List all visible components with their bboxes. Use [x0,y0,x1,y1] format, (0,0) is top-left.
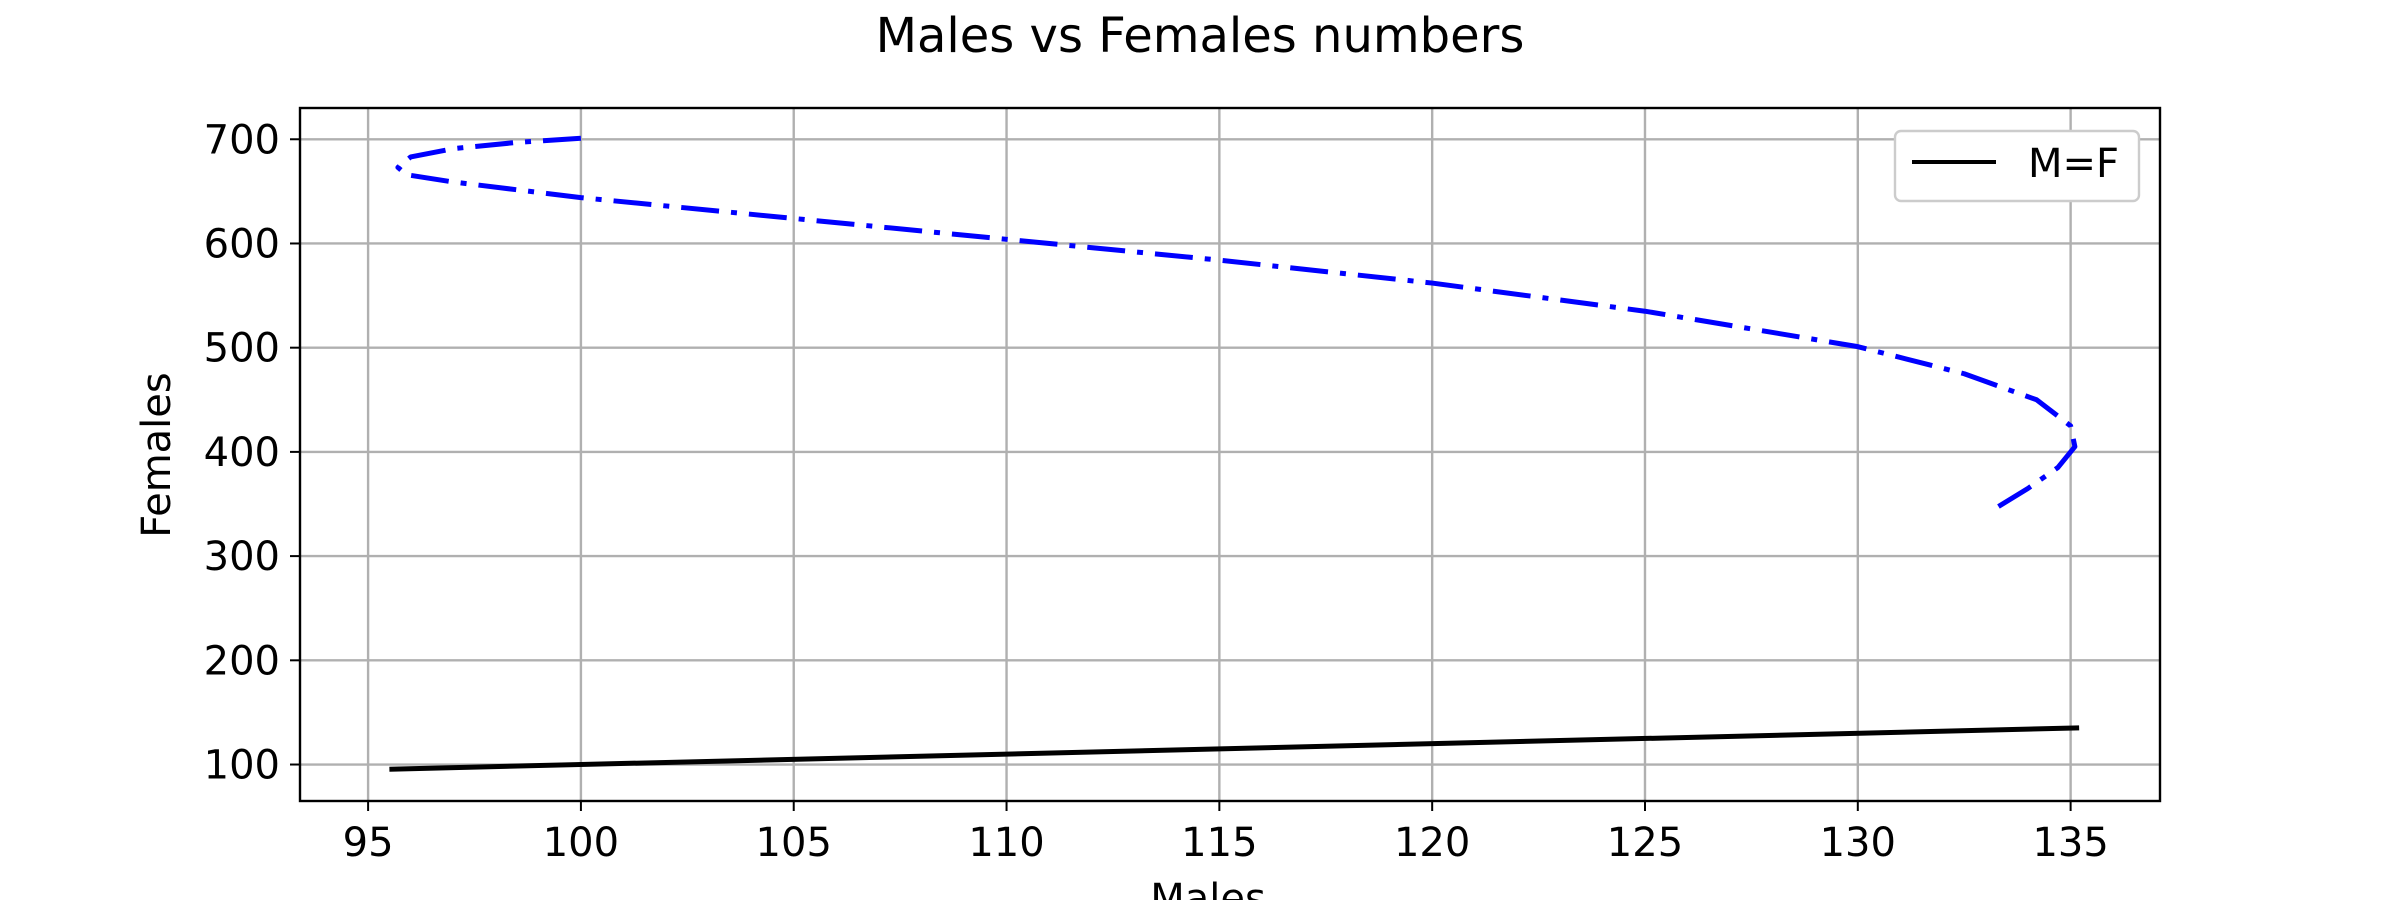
x-tick-label: 125 [1607,820,1683,866]
y-tick-label: 700 [204,117,280,163]
ticks: 95 100 105 110 115 120 125 130 135 100 200 300 400 50… [204,117,2109,866]
x-axis-title: Males [1150,876,1266,900]
x-tick-label: 100 [543,820,619,866]
x-tick-label: 130 [1820,820,1896,866]
y-tick-label: 400 [204,430,280,476]
y-tick-label: 500 [204,326,280,372]
x-tick-label: 105 [756,820,832,866]
x-tick-label: 135 [2032,820,2108,866]
x-tick-label: 115 [1181,820,1257,866]
grid [300,108,2160,801]
x-tick-label: 120 [1394,820,1470,866]
legend: M=F [1893,129,2141,203]
plot-frame [298,106,2162,803]
y-axis-title: Females [134,372,180,537]
y-tick-label: 600 [204,221,280,267]
chart-title: Males vs Females numbers [876,8,1525,64]
y-tick-label: 100 [204,743,280,789]
x-tick-label: 110 [968,820,1044,866]
legend-label-m-equals-f: M=F [2028,141,2119,187]
series-line-m-equals-f [389,725,2080,772]
series-line-blue-trajectory [395,135,2078,512]
y-tick-label: 200 [204,638,280,684]
x-tick-label: 95 [343,820,394,866]
series-layer [389,135,2080,772]
y-tick-label: 300 [204,534,280,580]
legend-box [1893,129,2141,203]
